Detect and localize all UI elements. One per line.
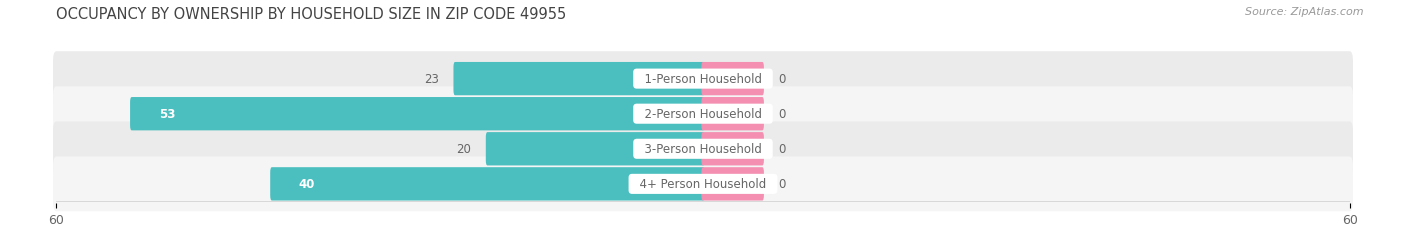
FancyBboxPatch shape <box>53 52 1353 106</box>
Text: OCCUPANCY BY OWNERSHIP BY HOUSEHOLD SIZE IN ZIP CODE 49955: OCCUPANCY BY OWNERSHIP BY HOUSEHOLD SIZE… <box>56 7 567 22</box>
Text: 0: 0 <box>779 143 786 156</box>
Text: Source: ZipAtlas.com: Source: ZipAtlas.com <box>1246 7 1364 17</box>
Text: 3-Person Household: 3-Person Household <box>637 143 769 156</box>
FancyBboxPatch shape <box>53 122 1353 176</box>
FancyBboxPatch shape <box>270 167 704 201</box>
FancyBboxPatch shape <box>131 98 704 131</box>
FancyBboxPatch shape <box>702 167 763 201</box>
Text: 2-Person Household: 2-Person Household <box>637 108 769 121</box>
FancyBboxPatch shape <box>454 63 704 96</box>
Text: 0: 0 <box>779 178 786 191</box>
FancyBboxPatch shape <box>702 98 763 131</box>
Text: 23: 23 <box>425 73 439 86</box>
Text: 40: 40 <box>299 178 315 191</box>
Text: 53: 53 <box>159 108 174 121</box>
FancyBboxPatch shape <box>702 63 763 96</box>
Legend: Owner-occupied, Renter-occupied: Owner-occupied, Renter-occupied <box>568 229 838 231</box>
Text: 4+ Person Household: 4+ Person Household <box>633 178 773 191</box>
Text: 0: 0 <box>779 73 786 86</box>
FancyBboxPatch shape <box>53 157 1353 211</box>
Text: 20: 20 <box>457 143 471 156</box>
Text: 1-Person Household: 1-Person Household <box>637 73 769 86</box>
FancyBboxPatch shape <box>53 87 1353 141</box>
FancyBboxPatch shape <box>486 133 704 166</box>
FancyBboxPatch shape <box>702 133 763 166</box>
Text: 0: 0 <box>779 108 786 121</box>
